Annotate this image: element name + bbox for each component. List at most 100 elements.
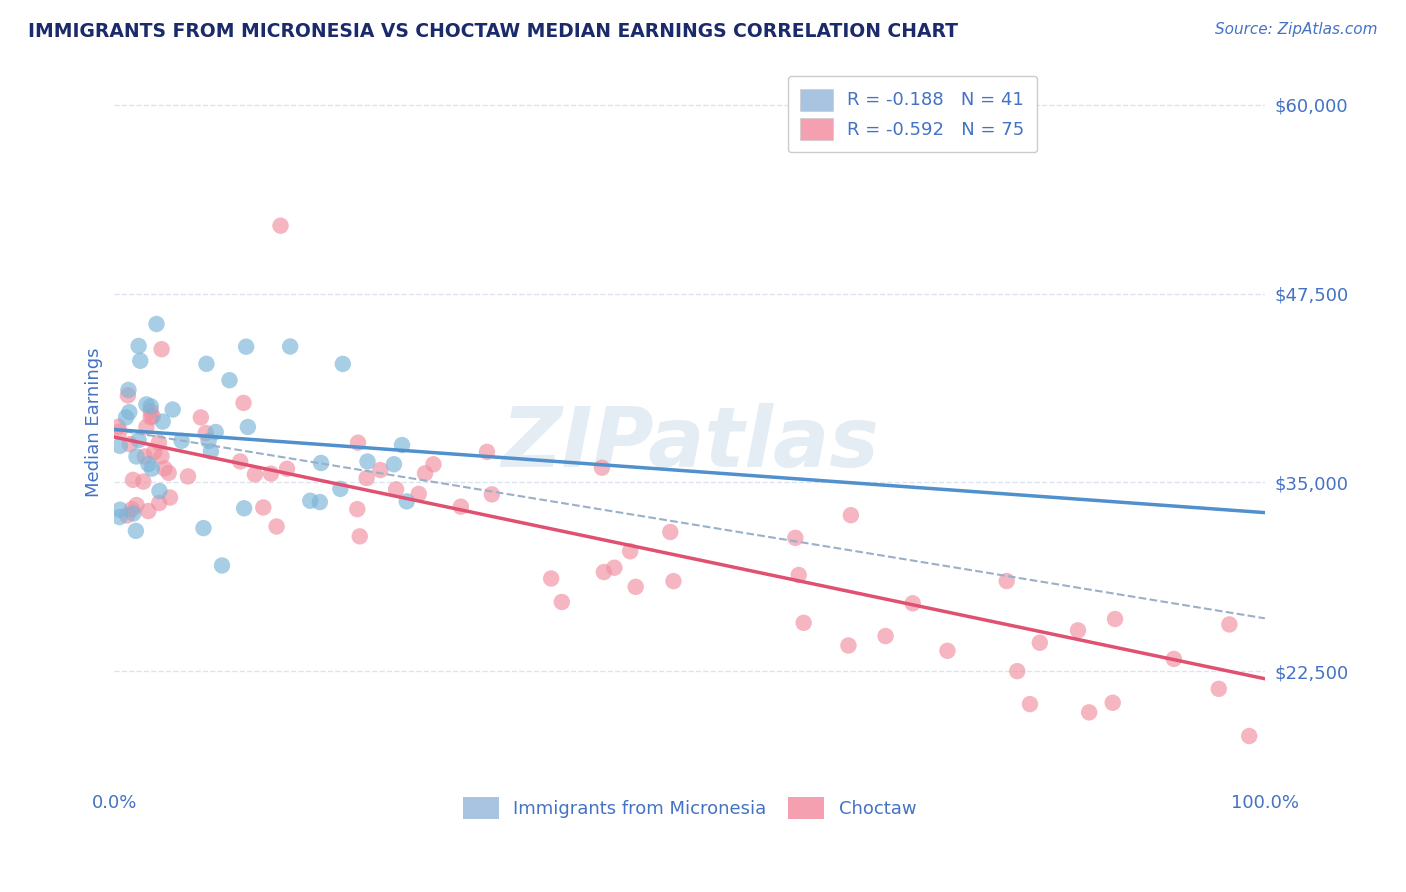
Point [135,397,157,411]
Point [235,340,257,354]
Point [785,531,807,545]
Point [132,475,155,489]
Point [356,471,378,485]
Point [193,521,215,535]
Point [875,629,897,643]
Point [603,560,626,574]
Point [108,510,131,524]
Point [1005,664,1028,678]
Point [195,357,218,371]
Point [139,410,162,425]
Point [134,450,156,464]
Point [1029,636,1052,650]
Point [150,342,173,356]
Point [413,467,436,481]
Point [232,396,254,410]
Point [619,544,641,558]
Point [551,595,574,609]
Point [152,415,174,429]
Point [252,500,274,515]
Point [450,500,472,514]
Point [200,444,222,458]
Point [190,410,212,425]
Point [229,454,252,468]
Point [1237,729,1260,743]
Point [787,568,810,582]
Point [135,420,157,434]
Text: ZIPatlas: ZIPatlas [501,403,879,484]
Point [1101,696,1123,710]
Point [347,435,370,450]
Point [422,458,444,472]
Point [125,524,148,538]
Point [157,466,180,480]
Point [108,502,131,516]
Point [1019,697,1042,711]
Point [159,491,181,505]
Point [128,433,150,447]
Point [270,219,292,233]
Point [197,434,219,448]
Point [243,467,266,482]
Point [117,383,139,397]
Point [162,402,184,417]
Point [793,615,815,630]
Point [108,439,131,453]
Point [115,410,138,425]
Point [1067,624,1090,638]
Legend: Immigrants from Micronesia, Choctaw: Immigrants from Micronesia, Choctaw [456,789,924,826]
Point [540,572,562,586]
Point [117,388,139,402]
Point [901,596,924,610]
Point [108,425,131,439]
Point [138,457,160,471]
Point [148,435,170,450]
Point [408,487,430,501]
Point [391,438,413,452]
Point [266,519,288,533]
Point [218,373,240,387]
Point [122,507,145,521]
Point [278,339,301,353]
Point [839,508,862,523]
Point [1208,681,1230,696]
Text: IMMIGRANTS FROM MICRONESIA VS CHOCTAW MEDIAN EARNINGS CORRELATION CHART: IMMIGRANTS FROM MICRONESIA VS CHOCTAW ME… [28,22,957,41]
Point [118,437,141,451]
Point [349,529,371,543]
Point [260,467,283,481]
Point [591,460,613,475]
Point [356,454,378,468]
Point [624,580,647,594]
Point [1104,612,1126,626]
Point [136,504,159,518]
Point [128,339,150,353]
Point [837,639,859,653]
Point [370,463,392,477]
Point [129,353,152,368]
Point [382,457,405,471]
Point [211,558,233,573]
Point [121,502,143,516]
Point [125,498,148,512]
Point [662,574,685,588]
Text: Source: ZipAtlas.com: Source: ZipAtlas.com [1215,22,1378,37]
Point [145,317,167,331]
Point [1163,652,1185,666]
Point [936,644,959,658]
Point [150,449,173,463]
Point [125,450,148,464]
Point [170,434,193,448]
Point [141,461,163,475]
Point [309,456,332,470]
Point [118,405,141,419]
Point [177,469,200,483]
Point [346,502,368,516]
Point [139,400,162,414]
Point [995,574,1018,588]
Point [395,494,418,508]
Point [659,524,682,539]
Point [107,419,129,434]
Point [1078,706,1101,720]
Y-axis label: Median Earnings: Median Earnings [86,347,103,497]
Point [139,404,162,418]
